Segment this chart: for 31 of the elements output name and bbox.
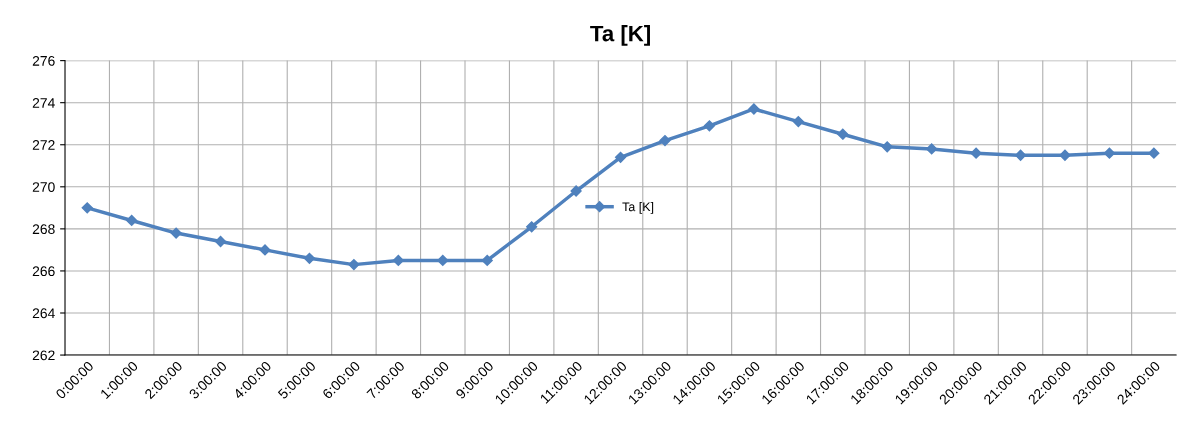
point [837,128,849,140]
y-tick-label: 268 [32,224,55,235]
point [1148,147,1160,159]
point [126,214,138,227]
point [170,227,182,239]
point [526,221,538,233]
y-tick-label: 274 [32,98,55,108]
point [392,254,404,267]
y-tick-label: 270 [32,182,55,192]
chart-title: Ta [K] [590,25,650,46]
point [970,147,982,159]
point [703,120,716,132]
y-tick-label: 266 [32,266,55,277]
point [881,141,893,153]
point [348,259,360,271]
y-tick-label: 272 [32,140,55,150]
y-tick-label: 262 [32,350,55,361]
point [81,202,93,214]
y-tick-label: 276 [32,55,55,66]
point [748,103,760,115]
legend-label: Ta [K] [622,202,654,214]
point [1059,149,1071,161]
point [259,244,271,256]
point [926,143,938,155]
point [303,252,316,264]
y-tick-label: 264 [32,308,55,319]
point [659,134,671,147]
point [614,151,627,163]
point [570,185,582,197]
point [792,116,804,128]
point [214,235,227,248]
